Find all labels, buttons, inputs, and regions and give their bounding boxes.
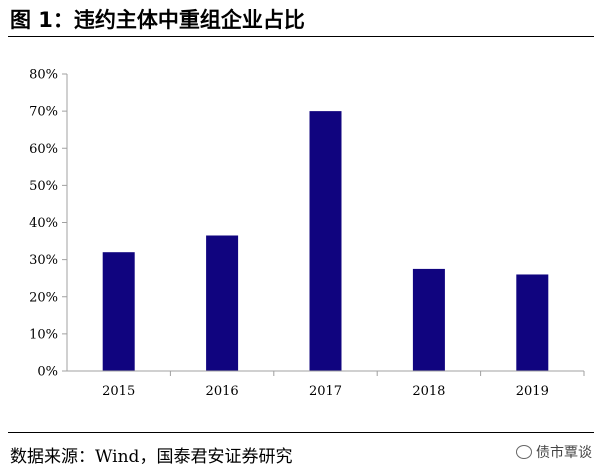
source-rule — [8, 432, 594, 433]
bar-2017 — [309, 111, 342, 371]
data-source: 数据来源：Wind，国泰君安证券研究 — [10, 447, 293, 467]
bar-2018 — [412, 268, 445, 371]
bars-group — [102, 111, 549, 371]
y-tick-label: 50% — [29, 179, 58, 194]
bar-2015 — [102, 252, 135, 371]
y-tick-label: 10% — [29, 327, 58, 342]
y-axis: 0% 10% 20% 30% 40% 50% 60% 70% 80% — [29, 68, 68, 380]
y-tick-label: 0% — [37, 365, 58, 380]
watermark-text: 债市覃谈 — [536, 445, 592, 461]
x-tick-label: 2018 — [412, 384, 445, 399]
watermark: 债市覃谈 — [516, 442, 592, 462]
title-rule — [8, 36, 594, 37]
y-tick-label: 30% — [29, 253, 58, 268]
x-tick-label: 2016 — [206, 384, 239, 399]
y-tick-label: 70% — [29, 105, 58, 120]
chart-title: 图 1：违约主体中重组企业占比 — [10, 8, 305, 32]
x-tick-label: 2019 — [516, 384, 549, 399]
y-tick-label: 40% — [29, 216, 58, 231]
x-tick-label: 2015 — [102, 384, 135, 399]
x-axis: 2015 2016 2017 2018 2019 — [67, 370, 585, 399]
bar-2019 — [516, 274, 549, 371]
bar-2016 — [206, 235, 239, 371]
y-tick-label: 80% — [29, 68, 58, 83]
bar-chart: 0%10%20%30%40%50%60%70%80% 2015 2016 2017 2… — [29, 68, 585, 399]
y-tick-label: 20% — [29, 290, 58, 305]
y-tick-label: 60% — [29, 142, 58, 157]
x-tick-label: 2017 — [309, 384, 342, 399]
wechat-icon — [516, 445, 532, 459]
